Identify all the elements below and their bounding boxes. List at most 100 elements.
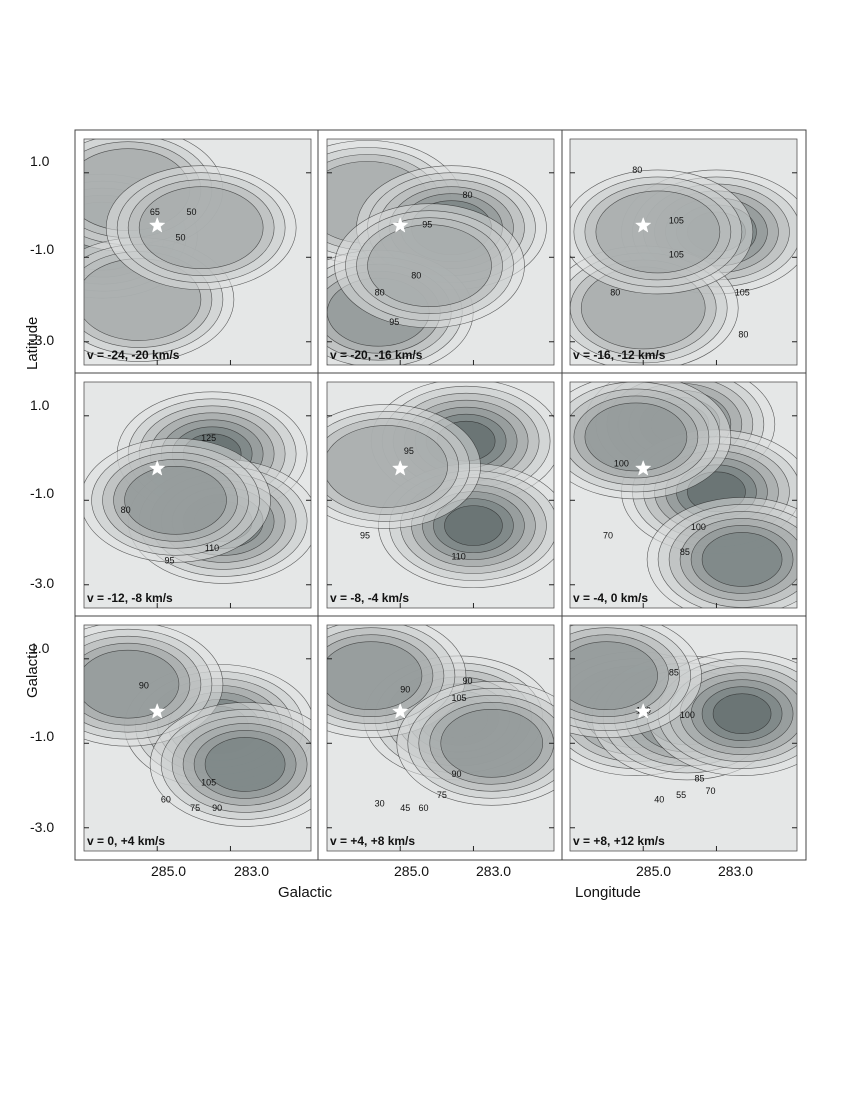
contour-label: 85 [694,773,704,783]
intensity-blob [570,382,732,500]
contour-label: 105 [669,249,684,259]
star-marker [634,702,652,719]
contour-label: 95 [404,446,414,456]
contour-label: 90 [139,680,149,690]
contour-level [124,465,227,535]
contour-label: 55 [676,790,686,800]
contour-level [327,641,423,710]
contour-label: 80 [632,165,642,175]
x-tick-label: 283.0 [718,863,753,879]
y-tick-label: 1.0 [30,153,50,169]
contour-label: 90 [400,685,410,695]
y-tick-label: -1.0 [30,241,54,257]
panel: 125 80 110 95 v = -12, -8 km/s [83,381,312,609]
outer-frame [74,129,807,861]
contour-label: 75 [190,803,200,813]
contour-label: 100 [680,710,695,720]
contour-label: 125 [201,433,216,443]
y-axis-title-galactic: Galactic [24,643,41,698]
contour-level [584,402,688,472]
contour-label: 95 [360,530,370,540]
contour-level [595,190,721,274]
contour-level [701,532,783,587]
contour-label: 110 [451,551,465,561]
velocity-label: v = -16, -12 km/s [573,348,666,362]
velocity-label: v = +8, +12 km/s [573,834,665,848]
star-marker [634,216,652,233]
contour-label: 70 [603,530,613,540]
contour-label: 105 [201,778,216,788]
intensity-blob [84,437,271,563]
contour-level [204,737,286,792]
velocity-label: v = +4, +8 km/s [330,834,415,848]
velocity-label: v = -24, -20 km/s [87,348,180,362]
contour-label: 105 [735,287,750,297]
star-marker [391,216,409,233]
panel: 80 105 105 80 105 80 v = -16, -12 km/s [569,138,798,366]
contour-level [327,425,448,508]
velocity-label: v = 0, +4 km/s [87,834,165,848]
intensity-blob [646,497,797,608]
star-marker [391,459,409,476]
velocity-label: v = -4, 0 km/s [573,591,648,605]
panel-border [326,624,555,852]
contour-label: 80 [462,190,472,200]
star-marker [634,459,652,476]
y-tick-label: -1.0 [30,728,54,744]
contour-label: 105 [669,215,684,225]
y-tick-label: -3.0 [30,819,54,835]
panel-border [83,138,312,366]
panel: 8510010085705540v = +8, +12 km/s [569,624,798,852]
contour-level [440,708,544,778]
contour-level [712,693,772,735]
x-tick-label: 285.0 [394,863,429,879]
intensity-blob [334,203,525,329]
intensity-blob [570,625,702,738]
y-tick-label: -3.0 [30,575,54,591]
contour-label: 50 [176,232,186,242]
panels-layer: 65 50 50 v = -24, -20 km/s 80 95 80 80 95 v = -20… [83,138,798,852]
contour-level [444,505,503,546]
contour-label: 80 [411,270,421,280]
x-tick-label: 285.0 [151,863,186,879]
panel: 90 105 60 75 90 v = 0, +4 km/s [83,624,312,852]
contour-label: 105 [451,693,466,703]
panel-border [569,624,798,852]
contour-label: 110 [205,543,219,553]
contour-level [138,186,264,270]
contour-level [570,641,658,710]
contour-label: 75 [437,790,447,800]
contour-level [84,649,180,719]
panel-border [326,381,555,609]
intensity-blob [105,165,297,291]
contour-label: 80 [121,505,131,515]
velocity-label: v = -20, -16 km/s [330,348,423,362]
x-axis-title-longitude: Longitude [575,884,641,901]
panel: 95 95 110 v = -8, -4 km/s [326,381,555,609]
panel-border [83,381,312,609]
star-marker [148,702,166,719]
star-marker [391,702,409,719]
x-axis-title-galactic: Galactic [278,884,333,901]
y-axis-title-latitude: Latitude [24,317,41,370]
contour-level [367,224,492,308]
contour-label: 90 [462,676,472,686]
intensity-blob [327,404,481,529]
axis-layer: 1.0 -1.0 -3.0 1.0 -1.0 -3.0 1.0 -1.0 -3.… [24,153,753,901]
contour-label: 85 [680,547,690,557]
contour-label: 60 [419,803,429,813]
contour-label: 95 [422,220,432,230]
contour-label: 95 [165,556,175,566]
contour-label: 80 [738,330,748,340]
panel: 90 90 105 90 75 60 45 30 v = +4, +8 km/s [326,624,555,852]
contour-label: 45 [400,803,410,813]
intensity-blob [149,702,311,827]
contour-label: 40 [654,794,664,804]
contour-label: 70 [705,786,715,796]
contour-label: 30 [375,799,385,809]
contour-label: 65 [150,207,160,217]
contour-label: 100 [614,458,629,468]
x-tick-label: 285.0 [636,863,671,879]
contour-label: 90 [212,803,222,813]
